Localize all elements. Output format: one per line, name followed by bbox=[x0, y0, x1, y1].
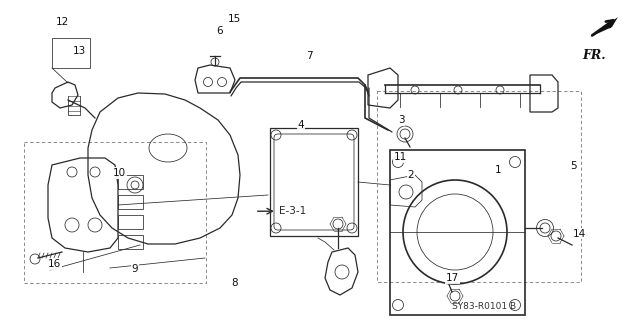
Text: E-3-1: E-3-1 bbox=[279, 206, 306, 216]
Text: 2: 2 bbox=[408, 170, 414, 180]
Bar bbox=[118, 235, 143, 249]
Bar bbox=[52, 38, 90, 68]
Bar bbox=[118, 215, 143, 229]
Bar bbox=[118, 195, 143, 209]
Text: 11: 11 bbox=[394, 152, 406, 162]
Bar bbox=[390, 150, 525, 315]
Bar bbox=[118, 175, 143, 189]
Bar bbox=[24, 142, 206, 283]
Text: 13: 13 bbox=[73, 46, 86, 56]
Text: 10: 10 bbox=[113, 168, 126, 178]
Text: 1: 1 bbox=[495, 164, 501, 175]
Text: 17: 17 bbox=[446, 273, 459, 284]
Text: 7: 7 bbox=[306, 51, 312, 61]
Text: 3: 3 bbox=[398, 115, 404, 125]
Bar bbox=[377, 91, 581, 282]
Polygon shape bbox=[590, 17, 618, 37]
Text: 12: 12 bbox=[56, 17, 69, 28]
Text: 14: 14 bbox=[573, 228, 586, 239]
Text: 16: 16 bbox=[48, 259, 61, 269]
Text: FR.: FR. bbox=[582, 49, 606, 62]
Text: 9: 9 bbox=[132, 264, 138, 274]
Text: 6: 6 bbox=[217, 26, 223, 36]
Bar bbox=[270, 128, 358, 236]
Text: 15: 15 bbox=[228, 14, 241, 24]
Text: 8: 8 bbox=[231, 278, 238, 288]
Text: 4: 4 bbox=[297, 120, 304, 130]
Text: 5: 5 bbox=[570, 161, 576, 172]
Text: SY83-R0101 B: SY83-R0101 B bbox=[452, 302, 516, 311]
